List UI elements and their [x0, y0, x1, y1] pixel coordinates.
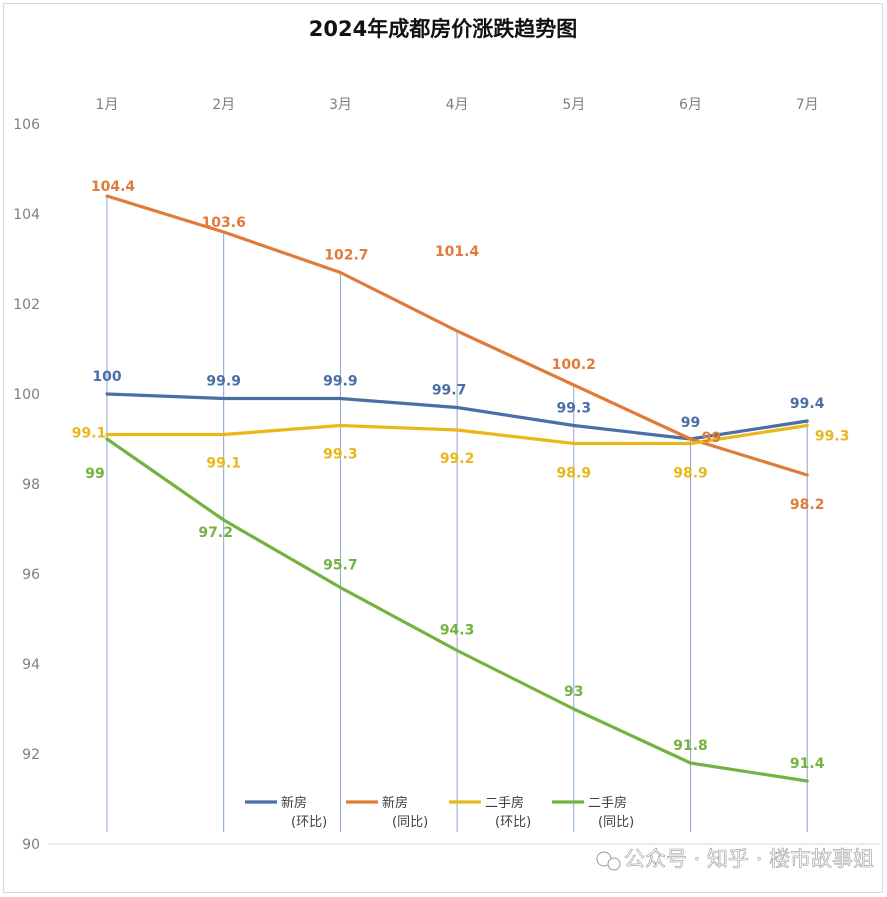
data-label: 99.3 — [323, 447, 358, 463]
y-tick-label: 104 — [13, 207, 40, 223]
legend-label-line2: (环比) — [291, 815, 327, 830]
data-label: 99.3 — [557, 401, 592, 417]
data-label: 99 — [702, 430, 721, 446]
data-label: 104.4 — [91, 179, 136, 195]
series-line-4 — [105, 437, 809, 783]
y-tick-label: 102 — [13, 297, 40, 313]
data-label: 100.2 — [552, 357, 596, 373]
data-label: 99.9 — [206, 374, 241, 390]
data-label: 97.2 — [198, 525, 233, 541]
chart-frame — [3, 3, 883, 893]
data-label: 100 — [92, 369, 121, 385]
series-lines — [105, 194, 809, 783]
data-label: 98.2 — [790, 497, 825, 513]
data-label: 91.4 — [790, 756, 825, 772]
series-line-2 — [105, 194, 809, 477]
x-tick-label: 1月 — [96, 97, 119, 113]
data-label: 93 — [564, 684, 583, 700]
data-label: 94.3 — [440, 623, 475, 639]
legend-label-line2: (同比) — [598, 815, 634, 830]
y-tick-label: 92 — [22, 747, 40, 763]
legend-label-line1: 二手房 — [485, 795, 524, 811]
data-label: 99.1 — [72, 426, 107, 442]
watermark: 公众号 · 知乎 · 楼市故事姐 — [596, 847, 874, 871]
legend: 新房 (环比) 新房 (同比) 二手房 (环比) 二手房 (同比) — [245, 795, 634, 830]
legend-label-line2: (同比) — [392, 815, 428, 830]
data-label: 99 — [681, 415, 700, 431]
data-label: 103.6 — [202, 215, 246, 231]
data-labels: 100 99.9 99.9 99.7 99.3 99 99.4 104.4 103.6 102.7… — [72, 179, 850, 772]
y-tick-label: 100 — [13, 387, 40, 403]
legend-label-line1: 新房 — [382, 795, 408, 811]
data-label: 98.9 — [673, 466, 708, 482]
data-label: 98.9 — [557, 466, 592, 482]
y-tick-label: 96 — [22, 567, 40, 583]
data-label: 99.9 — [323, 374, 358, 390]
x-tick-label: 6月 — [679, 97, 702, 113]
legend-label-line1: 新房 — [281, 795, 307, 811]
axes: 90 92 94 96 98 100 102 104 106 1月 2月 3月 4月 5月 6月 7月 — [13, 97, 880, 853]
x-tick-label: 4月 — [446, 97, 469, 113]
x-tick-label: 3月 — [329, 97, 352, 113]
data-label: 99.2 — [440, 451, 475, 467]
y-tick-label: 90 — [22, 837, 40, 853]
data-label: 99 — [85, 466, 104, 482]
legend-label-line2: (环比) — [495, 815, 531, 830]
data-label: 102.7 — [324, 248, 368, 264]
y-tick-label: 106 — [13, 117, 40, 133]
x-tick-label: 5月 — [562, 97, 585, 113]
y-tick-label: 94 — [22, 657, 40, 673]
y-tick-label: 98 — [22, 477, 40, 493]
series-line-3 — [105, 423, 809, 446]
watermark-text: 公众号 · 知乎 · 楼市故事姐 — [624, 847, 874, 871]
data-label: 99.1 — [206, 456, 241, 472]
x-tick-label: 2月 — [212, 97, 235, 113]
data-label: 91.8 — [673, 738, 708, 754]
data-label: 99.4 — [790, 396, 825, 412]
data-label: 99.3 — [815, 429, 850, 445]
data-label: 101.4 — [435, 244, 480, 260]
x-tick-label: 7月 — [796, 97, 819, 113]
chart-title: 2024年成都房价涨跌趋势图 — [309, 17, 577, 41]
data-label: 95.7 — [323, 558, 358, 574]
data-label: 99.7 — [432, 383, 467, 399]
legend-label-line1: 二手房 — [588, 795, 627, 811]
month-drop-lines — [106, 196, 808, 832]
wechat-icon-small — [607, 857, 621, 871]
